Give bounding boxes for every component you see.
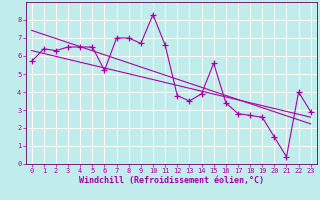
X-axis label: Windchill (Refroidissement éolien,°C): Windchill (Refroidissement éolien,°C) (79, 176, 264, 185)
